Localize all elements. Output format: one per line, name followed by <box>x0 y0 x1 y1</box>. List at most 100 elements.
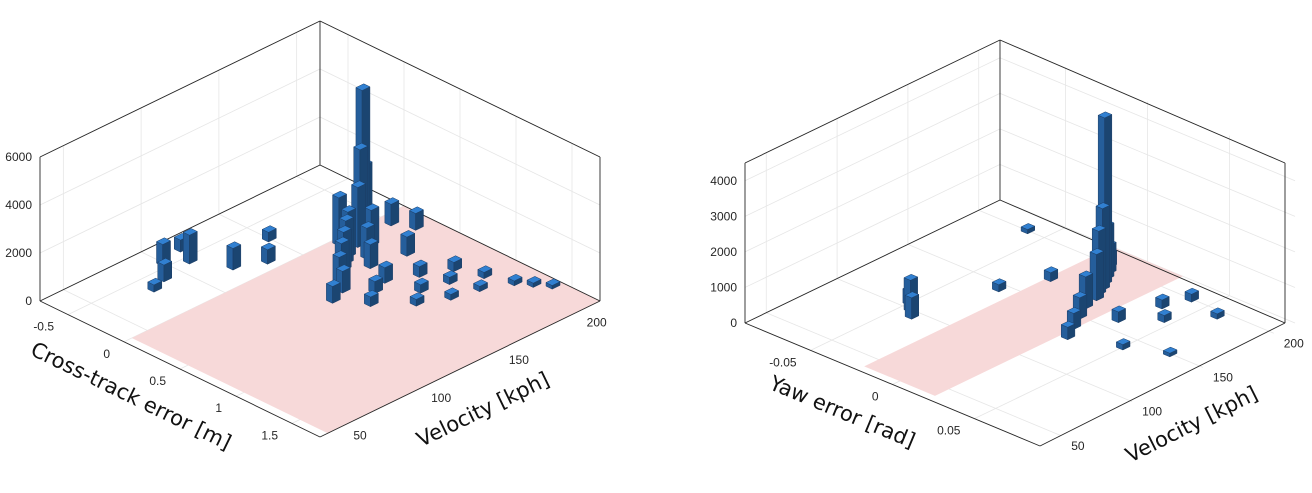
x-tick-label: -0.5 <box>33 320 54 334</box>
chart-left: -0.500.511.5 501001502000200040006000Cros… <box>5 20 607 455</box>
bar-top <box>545 278 561 286</box>
bar-face <box>363 241 371 270</box>
bar-top <box>360 221 376 229</box>
floor-band <box>864 246 1183 396</box>
z-tick-label: 0 <box>25 294 32 308</box>
bar <box>1020 223 1036 235</box>
bar <box>904 291 920 320</box>
y-tick-label: 100 <box>1142 405 1162 419</box>
bar <box>363 289 379 308</box>
bar-top <box>147 277 163 286</box>
y-tick-label: 50 <box>353 429 367 443</box>
bar-top <box>332 190 348 199</box>
bar-face <box>183 231 190 265</box>
bar-top <box>1095 202 1111 210</box>
bar-top <box>1091 224 1107 232</box>
bar-top <box>1162 346 1178 354</box>
z-tick-label: 1000 <box>710 280 737 294</box>
bar <box>400 230 416 257</box>
bar-top <box>903 273 919 281</box>
bar-top <box>363 289 379 298</box>
bar-top <box>526 276 542 284</box>
bar <box>1184 287 1200 303</box>
bar-top <box>1184 287 1200 295</box>
bar-face <box>226 245 234 271</box>
z-tick-label: 6000 <box>5 150 32 164</box>
bar-face <box>904 294 912 320</box>
z-tick-label: 3000 <box>710 209 737 223</box>
bar-top <box>408 206 425 214</box>
bar-top <box>353 142 369 151</box>
bar-face <box>400 233 408 257</box>
bar-side <box>1096 250 1104 302</box>
bar-top <box>400 230 416 238</box>
bar-top <box>477 265 493 273</box>
floor-band <box>131 205 600 434</box>
bar <box>1210 307 1225 320</box>
y-tick-label: 200 <box>587 315 607 329</box>
bar-top <box>444 287 460 295</box>
bar-top <box>412 259 428 267</box>
bar-top <box>378 260 394 269</box>
bar-top <box>442 270 458 278</box>
bar <box>147 277 163 293</box>
bar-top <box>325 279 341 287</box>
z-tick-label: 4000 <box>5 198 32 212</box>
bar-top <box>1020 223 1036 230</box>
chart-right: -0.0500.055010015020001000200030004000Ya… <box>710 39 1304 467</box>
x-tick-label: 0 <box>103 347 110 361</box>
bar-top <box>336 225 352 233</box>
bar <box>260 242 276 265</box>
z-tick-label: 0 <box>730 316 737 330</box>
bar-top <box>1072 291 1088 299</box>
bar-top <box>1154 293 1170 301</box>
bar-top <box>351 180 367 188</box>
bar-top <box>1111 305 1127 313</box>
axes-frame <box>744 39 1286 447</box>
bar <box>368 274 384 295</box>
bar <box>157 258 173 283</box>
bar <box>1162 346 1178 358</box>
bar <box>1111 305 1127 324</box>
bar-top <box>260 242 276 251</box>
y-tick-label: 150 <box>509 353 529 367</box>
bar-side <box>342 267 351 294</box>
bar <box>545 278 561 290</box>
bar-top <box>364 203 380 211</box>
bar <box>226 241 242 271</box>
bar <box>409 292 425 307</box>
bar-top <box>368 274 384 282</box>
bar-top <box>1115 338 1131 345</box>
bar <box>413 277 429 294</box>
x-tick-label: 1 <box>215 401 222 415</box>
y-tick-label: 100 <box>431 391 451 405</box>
bar-side <box>390 200 400 227</box>
x-tick-label: 0.05 <box>937 424 961 438</box>
bar <box>261 225 277 243</box>
bar <box>1043 266 1059 283</box>
z-tick-label: 2000 <box>5 246 32 260</box>
bar-top <box>1066 307 1082 314</box>
bar-top <box>338 214 355 222</box>
bar-top <box>341 205 357 213</box>
bar <box>1157 309 1173 324</box>
bar-top <box>1097 111 1113 119</box>
bar <box>472 279 489 293</box>
bar <box>447 255 463 273</box>
bar-top <box>1060 320 1076 328</box>
bar <box>1115 338 1131 351</box>
bar <box>412 259 428 278</box>
bar-top <box>409 292 425 300</box>
x-tick-label: 0.5 <box>149 374 166 388</box>
bar-top <box>226 241 242 249</box>
z-tick-label: 2000 <box>710 245 737 259</box>
bar-side <box>369 240 379 270</box>
bar-top <box>1043 266 1059 274</box>
y-tick-label: 200 <box>1284 336 1304 350</box>
bar-top <box>335 264 351 272</box>
bar-top <box>413 277 429 286</box>
x-tick-label: -0.05 <box>769 355 797 369</box>
bar-top <box>332 250 348 258</box>
